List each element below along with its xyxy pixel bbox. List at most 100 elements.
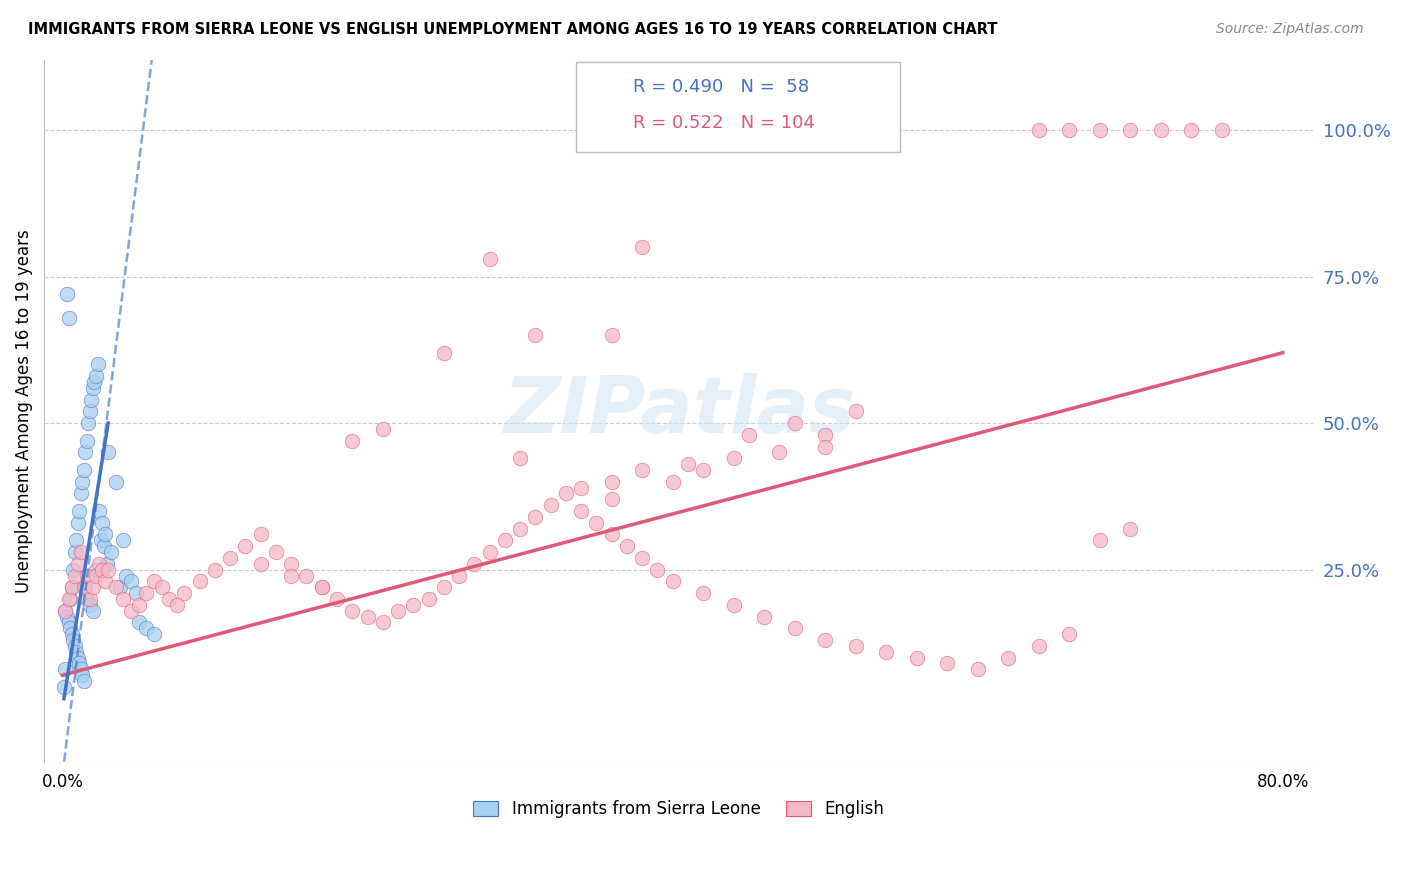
- Point: [70, 668, 93, 682]
- Point: [600, 328, 623, 343]
- Point: [814, 633, 837, 648]
- Point: [110, 580, 132, 594]
- Point: [77, 416, 100, 430]
- Point: [173, 586, 195, 600]
- Point: [63, 639, 86, 653]
- Point: [600, 527, 623, 541]
- Point: [554, 486, 576, 500]
- Point: [264, 545, 287, 559]
- Point: [112, 533, 135, 548]
- Point: [249, 557, 271, 571]
- Point: [115, 568, 138, 582]
- Point: [1180, 123, 1202, 137]
- Point: [62, 563, 84, 577]
- Point: [73, 580, 96, 594]
- Point: [814, 440, 837, 454]
- Point: [371, 615, 394, 630]
- Point: [569, 481, 592, 495]
- Point: [723, 451, 745, 466]
- Point: [97, 563, 120, 577]
- Point: [371, 422, 394, 436]
- Point: [204, 563, 226, 577]
- Point: [75, 580, 97, 594]
- Point: [342, 434, 364, 448]
- Point: [58, 310, 80, 325]
- Point: [128, 615, 150, 630]
- Point: [997, 650, 1019, 665]
- Point: [120, 574, 142, 589]
- Point: [91, 563, 114, 577]
- Point: [79, 404, 101, 418]
- Point: [56, 287, 79, 301]
- Point: [447, 568, 470, 582]
- Point: [1057, 627, 1080, 641]
- Point: [58, 615, 80, 630]
- Point: [1088, 123, 1111, 137]
- Point: [1119, 522, 1142, 536]
- Point: [752, 609, 775, 624]
- Point: [249, 527, 271, 541]
- Point: [66, 650, 89, 665]
- Point: [280, 568, 302, 582]
- Point: [87, 504, 110, 518]
- Point: [783, 621, 806, 635]
- Point: [783, 416, 806, 430]
- Point: [82, 604, 104, 618]
- Point: [768, 445, 790, 459]
- Point: [661, 574, 683, 589]
- Point: [219, 550, 242, 565]
- Point: [65, 645, 87, 659]
- Point: [56, 609, 79, 624]
- Point: [142, 627, 165, 641]
- Text: ZIPatlas: ZIPatlas: [502, 374, 855, 450]
- Point: [124, 586, 146, 600]
- Point: [84, 563, 107, 577]
- Point: [616, 539, 638, 553]
- Point: [845, 404, 868, 418]
- Point: [60, 627, 83, 641]
- Point: [76, 591, 98, 606]
- Point: [845, 639, 868, 653]
- Point: [90, 533, 112, 548]
- Text: R = 0.522   N = 104: R = 0.522 N = 104: [633, 114, 814, 132]
- Point: [100, 545, 122, 559]
- Text: R = 0.490   N =  58: R = 0.490 N = 58: [633, 78, 808, 96]
- Point: [55, 604, 77, 618]
- Point: [600, 492, 623, 507]
- Point: [135, 586, 157, 600]
- Point: [166, 598, 188, 612]
- Text: Source: ZipAtlas.com: Source: ZipAtlas.com: [1216, 22, 1364, 37]
- Point: [433, 345, 456, 359]
- Point: [966, 662, 988, 676]
- Point: [104, 475, 127, 489]
- Point: [76, 434, 98, 448]
- Point: [73, 463, 96, 477]
- Point: [94, 574, 117, 589]
- Point: [600, 475, 623, 489]
- Point: [692, 463, 714, 477]
- Point: [83, 375, 105, 389]
- Point: [69, 486, 91, 500]
- Point: [311, 580, 333, 594]
- Point: [418, 591, 440, 606]
- Point: [104, 580, 127, 594]
- Point: [82, 381, 104, 395]
- Point: [60, 580, 83, 594]
- Point: [63, 545, 86, 559]
- Point: [585, 516, 607, 530]
- Point: [84, 568, 107, 582]
- Point: [1028, 123, 1050, 137]
- Point: [723, 598, 745, 612]
- Point: [631, 550, 654, 565]
- Point: [67, 504, 90, 518]
- Point: [62, 633, 84, 648]
- Point: [87, 557, 110, 571]
- Point: [188, 574, 211, 589]
- Point: [509, 522, 531, 536]
- Point: [1119, 123, 1142, 137]
- Point: [494, 533, 516, 548]
- Point: [67, 657, 90, 671]
- Point: [52, 680, 75, 694]
- Point: [342, 604, 364, 618]
- Point: [463, 557, 485, 571]
